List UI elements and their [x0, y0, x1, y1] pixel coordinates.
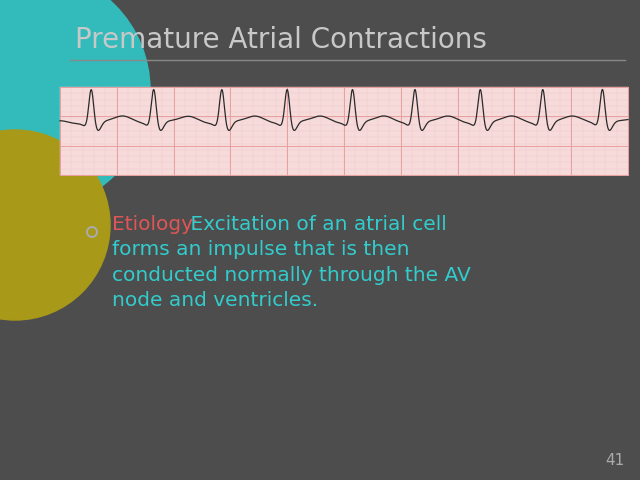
Circle shape: [0, 0, 150, 210]
Bar: [60, 87, 628, 175]
Text: conducted normally through the AV: conducted normally through the AV: [112, 266, 471, 285]
Text: node and ventricles.: node and ventricles.: [112, 291, 318, 310]
Text: forms an impulse that is then: forms an impulse that is then: [112, 240, 410, 259]
Text: Premature Atrial Contractions: Premature Atrial Contractions: [75, 26, 487, 54]
Text: 41: 41: [605, 453, 625, 468]
Circle shape: [0, 130, 110, 320]
Text: Etiology:: Etiology:: [112, 215, 198, 234]
Text: Excitation of an atrial cell: Excitation of an atrial cell: [184, 215, 447, 234]
